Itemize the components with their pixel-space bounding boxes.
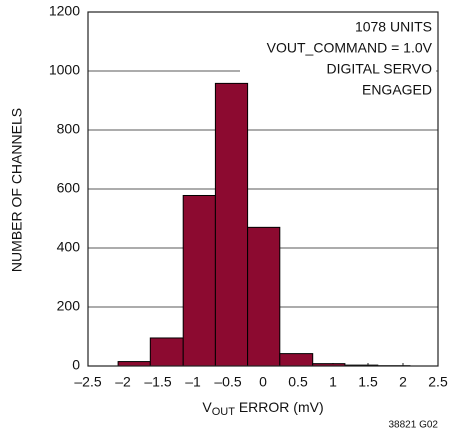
annotation: VOUT_COMMAND = 1.0V xyxy=(267,40,433,56)
annotation: 1078 UNITS xyxy=(355,19,432,35)
plot-frame xyxy=(87,11,439,367)
x-tick-label: 2 xyxy=(399,374,407,390)
x-tick-label: –2 xyxy=(115,374,131,390)
y-tick-label: 200 xyxy=(57,298,81,314)
x-tick-label: 0 xyxy=(259,374,267,390)
y-tick-label: 1000 xyxy=(49,62,80,78)
x-axis-label: VOUT ERROR (mV) xyxy=(202,399,323,418)
bar xyxy=(247,226,281,367)
y-tick-label: 400 xyxy=(57,239,81,255)
x-tick-label: –1 xyxy=(185,374,201,390)
x-label-rest: ERROR (mV) xyxy=(235,399,324,415)
bar xyxy=(214,82,249,367)
y-tick-label: 0 xyxy=(72,357,80,373)
x-label-subscript: OUT xyxy=(212,406,236,418)
x-tick-label: 2.5 xyxy=(428,374,448,390)
annotation: DIGITAL SERVO xyxy=(326,61,432,77)
y-axis-label: NUMBER OF CHANNELS xyxy=(9,108,25,272)
y-tick-label: 1200 xyxy=(49,3,80,19)
x-tick-label: 1 xyxy=(329,374,337,390)
x-label-main: V xyxy=(202,399,212,415)
x-tick-label: 0.5 xyxy=(288,374,308,390)
figure-code: 38821 G02 xyxy=(389,420,439,431)
x-tick-label: 1.5 xyxy=(358,374,378,390)
bar xyxy=(149,337,184,367)
bar xyxy=(182,194,216,367)
annotation: ENGAGED xyxy=(362,82,432,98)
y-tick-label: 800 xyxy=(57,121,81,137)
x-tick-label: –0.5 xyxy=(214,374,241,390)
x-tick-label: –2.5 xyxy=(74,374,101,390)
bar xyxy=(117,361,151,367)
y-tick-label: 600 xyxy=(57,180,81,196)
annotation-background xyxy=(240,20,436,106)
bar xyxy=(279,353,314,367)
x-tick-label: –1.5 xyxy=(144,374,171,390)
